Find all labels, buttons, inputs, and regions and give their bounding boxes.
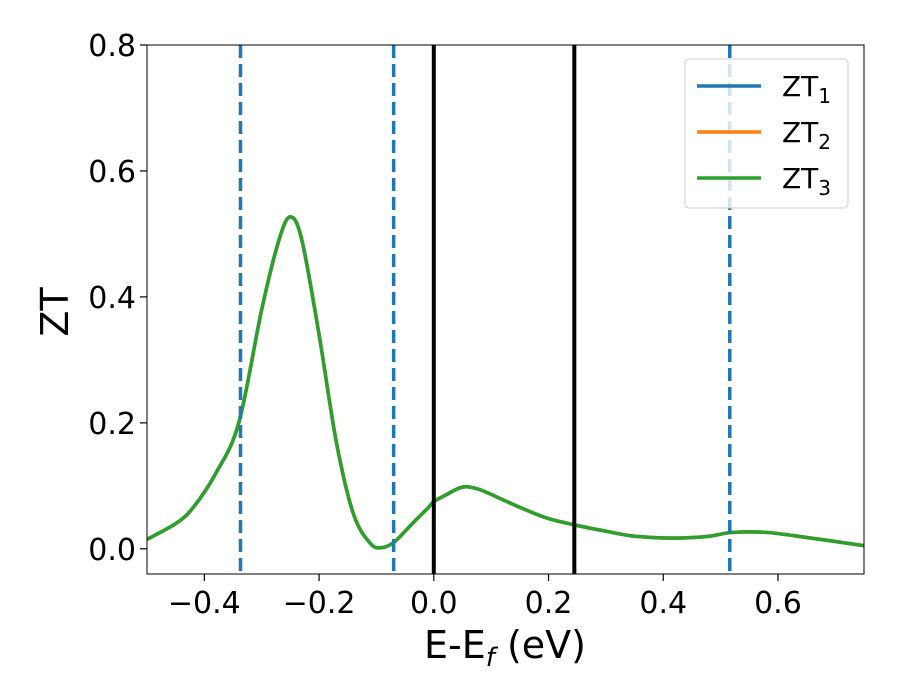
legend-label-2: ZT2: [782, 116, 831, 154]
series-line-1: [147, 215, 864, 550]
plot-frame: [146, 44, 865, 575]
legend-label-1: ZT1: [782, 70, 831, 108]
legend: ZT1 ZT2 ZT3: [684, 58, 849, 209]
x-tick-label: 0.2: [525, 586, 573, 621]
y-tick-label: 0.6: [88, 155, 136, 190]
x-tick-label: −0.2: [283, 586, 356, 621]
series-line-3: [147, 215, 864, 550]
x-axis: −0.4 −0.2 0.0 0.2 0.4 0.6: [168, 574, 802, 621]
x-tick-label: −0.4: [168, 586, 241, 621]
x-tick-label: 0.4: [639, 586, 687, 621]
x-tick-label: 0.0: [410, 586, 458, 621]
series-line-2: [147, 215, 864, 550]
y-axis: 0.0 0.2 0.4 0.6 0.8: [88, 29, 147, 568]
x-tick-label: 0.6: [754, 586, 802, 621]
legend-label-3: ZT3: [782, 162, 831, 200]
y-tick-label: 0.8: [88, 29, 136, 64]
y-tick-label: 0.4: [88, 281, 136, 316]
legend-box: [684, 58, 849, 209]
y-tick-label: 0.0: [88, 533, 136, 568]
y-axis-label: ZT: [33, 287, 77, 337]
x-axis-label: E-Ef (eV): [424, 623, 586, 673]
y-tick-label: 0.2: [88, 407, 136, 442]
plot-area: [147, 45, 864, 574]
